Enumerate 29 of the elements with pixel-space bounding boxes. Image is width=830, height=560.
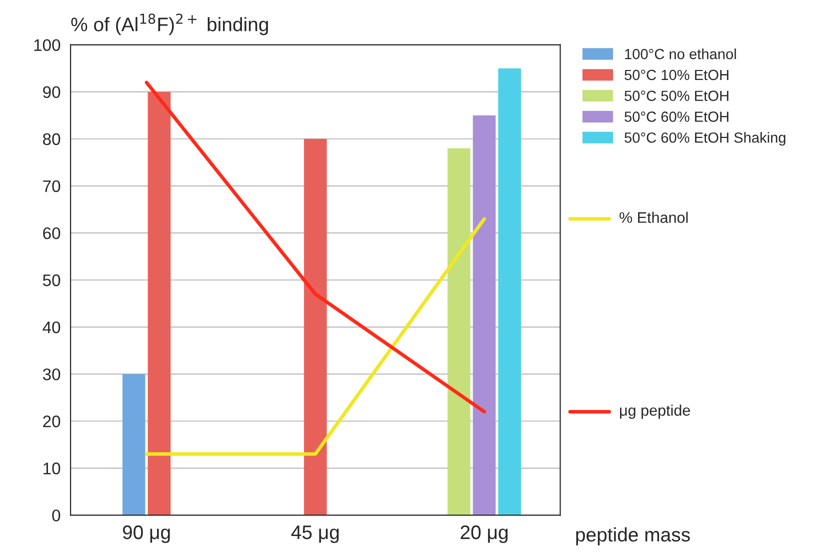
legend-label: 50°C 60% EtOH Shaking	[624, 132, 786, 146]
bar	[148, 92, 171, 516]
bar	[472, 115, 496, 516]
y-tick-label: 10	[44, 462, 60, 474]
y-tick-label: 90	[43, 86, 60, 98]
y-tick-label: 40	[42, 321, 60, 334]
y-tick-label: 50	[42, 274, 60, 286]
bar	[304, 138, 327, 516]
x-tick-label: 45 μg	[291, 526, 339, 544]
y-tick-label: 0	[52, 510, 60, 522]
y-tick-label: 60	[43, 227, 60, 240]
x-axis-title: peptide mass	[576, 527, 690, 546]
legend-label: 50°C 10% EtOH	[624, 70, 728, 80]
legend-label: % Ethanol	[620, 212, 688, 223]
x-tick-label: 90 μg	[122, 525, 170, 544]
y-tick-label: 80	[43, 133, 60, 146]
bar	[498, 68, 521, 516]
legend-label: 100°C no ethanol	[625, 48, 736, 60]
legend-label: 50°C 50% EtOH	[624, 90, 728, 101]
y-tick-label: 20	[43, 416, 60, 428]
y-tick-label: 70	[43, 180, 60, 192]
legend-label: μg peptide	[620, 404, 690, 419]
y-tick-label: 100	[34, 39, 60, 52]
legend-label: 50°C 60% EtOH	[624, 112, 728, 122]
bar	[448, 148, 470, 516]
bar	[122, 374, 146, 516]
y-axis-title: % of (Al$^{18}$F)$^{2+}$ binding	[71, 14, 268, 36]
y-tick-label: 30	[42, 368, 60, 380]
x-tick-label: 20 μg	[460, 525, 508, 544]
